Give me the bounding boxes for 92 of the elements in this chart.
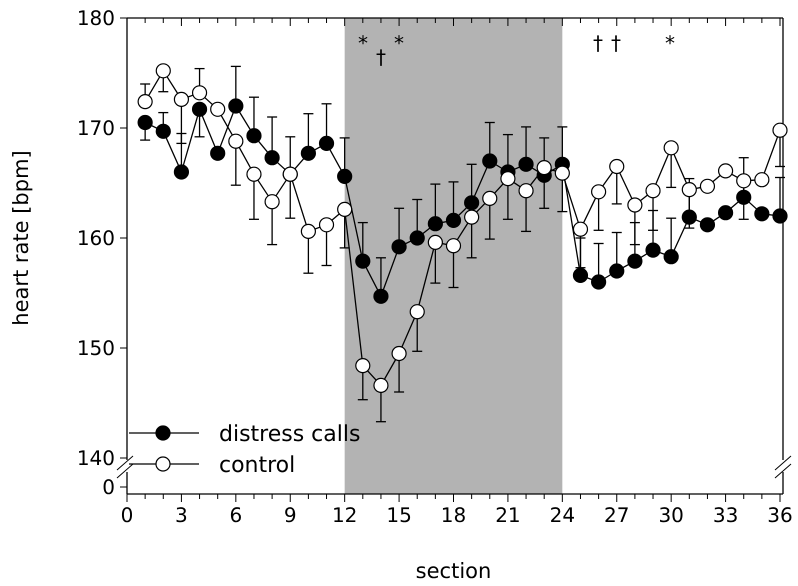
- legend-label: distress calls: [219, 422, 360, 447]
- point: [373, 378, 389, 393]
- annotation: †: [611, 31, 621, 55]
- point: [192, 85, 208, 100]
- point: [228, 134, 244, 149]
- point: [410, 230, 425, 246]
- point: [373, 288, 389, 304]
- point: [355, 254, 370, 269]
- point: [518, 156, 534, 172]
- point: [300, 146, 316, 161]
- x-tick-label: 24: [550, 503, 576, 527]
- y-tick-label: 170: [76, 116, 115, 140]
- x-tick-label: 9: [284, 503, 297, 527]
- point: [591, 274, 606, 290]
- point: [482, 190, 498, 206]
- point: [664, 249, 679, 264]
- point: [572, 222, 588, 237]
- point: [318, 217, 334, 232]
- point: [464, 210, 480, 225]
- point: [736, 173, 752, 188]
- x-tick-label: 18: [440, 503, 466, 527]
- point: [355, 358, 370, 374]
- point: [518, 183, 534, 198]
- annotation: *: [665, 31, 675, 55]
- point: [318, 136, 334, 151]
- point: [228, 98, 244, 114]
- point: [754, 206, 770, 222]
- point: [264, 150, 280, 166]
- point: [645, 183, 661, 198]
- point: [464, 195, 480, 210]
- point: [174, 92, 190, 107]
- point: [700, 217, 716, 232]
- annotation: †: [376, 45, 386, 69]
- x-tick-label: 0: [120, 503, 134, 527]
- point: [156, 63, 171, 78]
- x-tick-label: 27: [604, 503, 630, 527]
- point: [264, 194, 280, 210]
- x-tick-label: 36: [767, 503, 793, 527]
- point: [210, 146, 226, 161]
- x-tick-label: 30: [658, 503, 684, 527]
- point: [138, 114, 153, 130]
- annotation: *: [394, 31, 404, 55]
- point: [609, 158, 624, 174]
- y-tick-label: 160: [76, 226, 115, 250]
- point: [337, 202, 352, 217]
- point: [246, 128, 262, 144]
- point: [572, 268, 588, 283]
- point: [591, 184, 606, 200]
- point: [664, 140, 679, 156]
- y-axis-title: heart rate [bpm]: [9, 150, 33, 326]
- point: [772, 208, 788, 224]
- point: [536, 160, 552, 176]
- point: [138, 94, 153, 110]
- y-tick-label: 180: [76, 6, 115, 30]
- point: [645, 242, 661, 258]
- point: [391, 346, 407, 362]
- text: 0: [102, 475, 115, 499]
- point: [772, 122, 788, 138]
- point: [627, 254, 642, 269]
- point: [446, 238, 462, 254]
- x-axis-title: section: [416, 559, 492, 583]
- point: [718, 205, 734, 220]
- y-tick-label: 150: [76, 336, 115, 360]
- point: [428, 234, 443, 250]
- point: [300, 224, 316, 239]
- point: [609, 263, 624, 279]
- x-tick-label: 15: [386, 503, 412, 527]
- point: [391, 239, 407, 254]
- point: [446, 212, 462, 228]
- annotation: †: [593, 31, 603, 55]
- x-tick-label: 3: [175, 503, 188, 527]
- point: [174, 164, 190, 180]
- point: [682, 210, 697, 225]
- point: [482, 153, 498, 169]
- x-tick-label: 12: [332, 503, 358, 527]
- point: [736, 190, 752, 205]
- x-tick-label: 21: [495, 503, 521, 527]
- x-tick-label: 6: [229, 503, 242, 527]
- point: [410, 304, 425, 320]
- point: [500, 171, 516, 186]
- point: [337, 168, 352, 184]
- point: [554, 166, 570, 181]
- point: [428, 216, 443, 232]
- point: [682, 182, 697, 198]
- x-tick-label: 33: [712, 503, 738, 527]
- y-tick-label: 140: [76, 446, 115, 470]
- point: [246, 166, 262, 182]
- point: [156, 124, 171, 139]
- legend-label: control: [219, 453, 296, 478]
- point: [627, 197, 642, 213]
- point: [192, 102, 208, 117]
- annotation: *: [358, 31, 368, 55]
